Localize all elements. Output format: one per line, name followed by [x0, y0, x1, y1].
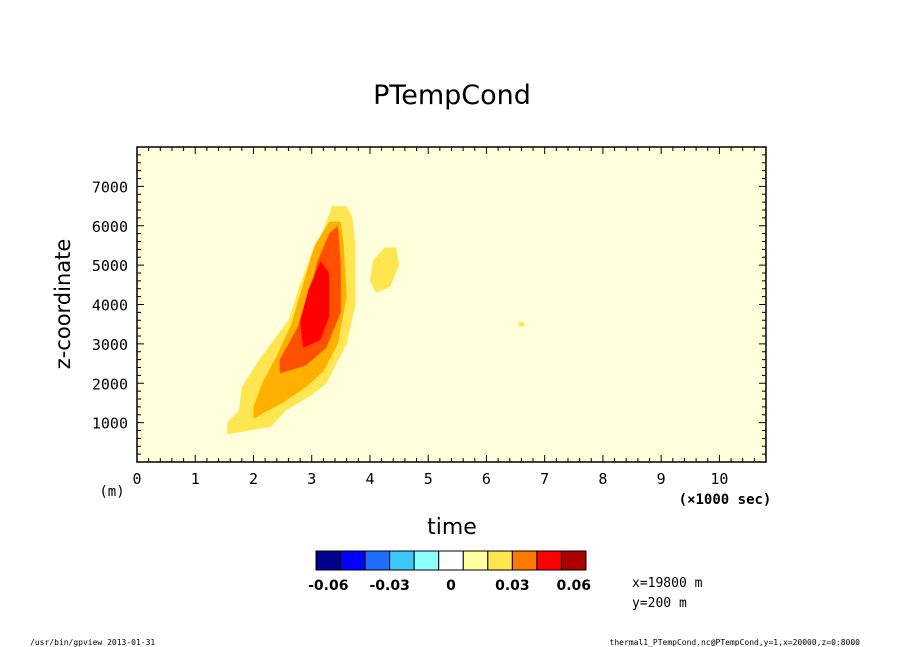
colorbar-swatch [364, 550, 391, 571]
colorbar [315, 550, 587, 571]
colorbar-swatch [413, 550, 440, 571]
x-tick-label: 6 [482, 470, 491, 488]
colorbar-swatch [389, 550, 415, 571]
x-tick-label: 2 [249, 470, 258, 488]
contour-region-3 [300, 261, 330, 348]
x-tick-label: 9 [657, 470, 666, 488]
chart: PTempCond 0 1 2 3 4 5 6 7 8 9 10 1000 2000 3000 4000 5… [51, 80, 772, 611]
colorbar-tick-label: -0.06 [308, 578, 348, 594]
x-tick-label: 0 [132, 470, 141, 488]
plot-area [136, 146, 767, 463]
x-tick-label: 10 [710, 470, 728, 488]
colorbar-tick-label: 0 [446, 578, 456, 594]
y-tick-label: 4000 [92, 297, 128, 315]
colorbar-swatch [511, 550, 538, 571]
footer-left: /usr/bin/gpview 2013-01-31 [30, 638, 156, 647]
x-tick-label: 7 [540, 470, 549, 488]
colorbar-swatch [438, 550, 464, 571]
y-tick-label: 1000 [92, 415, 128, 433]
x-tick-label: 5 [424, 470, 433, 488]
y-tick-label: 3000 [92, 336, 128, 354]
y-tick-label: 6000 [92, 218, 128, 236]
y-tick-label: 5000 [92, 257, 128, 275]
colorbar-tick-label: -0.03 [369, 578, 409, 594]
contour-region-4 [370, 247, 400, 293]
colorbar-swatch [315, 550, 342, 571]
plot-background [137, 147, 766, 462]
colorbar-tick-label: 0.03 [495, 578, 530, 594]
x-tick-label: 1 [191, 470, 200, 488]
axis-ticks [136, 146, 767, 463]
colorbar-swatch [560, 550, 587, 571]
x-tick-labels: 0 1 2 3 4 5 6 7 8 9 10 [132, 470, 728, 488]
colorbar-tick-labels: -0.06 -0.03 0 0.03 0.06 [308, 578, 591, 594]
contour-layers [227, 206, 525, 435]
colorbar-swatch [462, 550, 489, 571]
y-tick-label: 2000 [92, 375, 128, 393]
x-tick-label: 4 [365, 470, 374, 488]
x-axis-title: time [427, 515, 477, 540]
x-position-annotation: x=19800 m [632, 576, 703, 591]
x-tick-label: 3 [307, 470, 316, 488]
y-axis-title: z-coordinate [51, 239, 75, 370]
colorbar-tick-label: 0.06 [556, 578, 591, 594]
contour-region-5 [518, 322, 525, 327]
colorbar-swatch [487, 550, 513, 571]
x-tick-label: 8 [598, 470, 607, 488]
y-unit-label: (m) [99, 484, 124, 500]
colorbar-swatch [340, 550, 366, 571]
y-tick-labels: 1000 2000 3000 4000 5000 6000 7000 [92, 178, 128, 432]
footer-right: thermal1_PTempCond.nc@PTempCond,y=1,x=20… [609, 638, 860, 647]
chart-title: PTempCond [373, 80, 531, 111]
y-tick-label: 7000 [92, 178, 128, 196]
colorbar-swatch [536, 550, 562, 571]
x-unit-label: (×1000 sec) [679, 492, 772, 508]
y-position-annotation: y=200 m [632, 596, 687, 611]
